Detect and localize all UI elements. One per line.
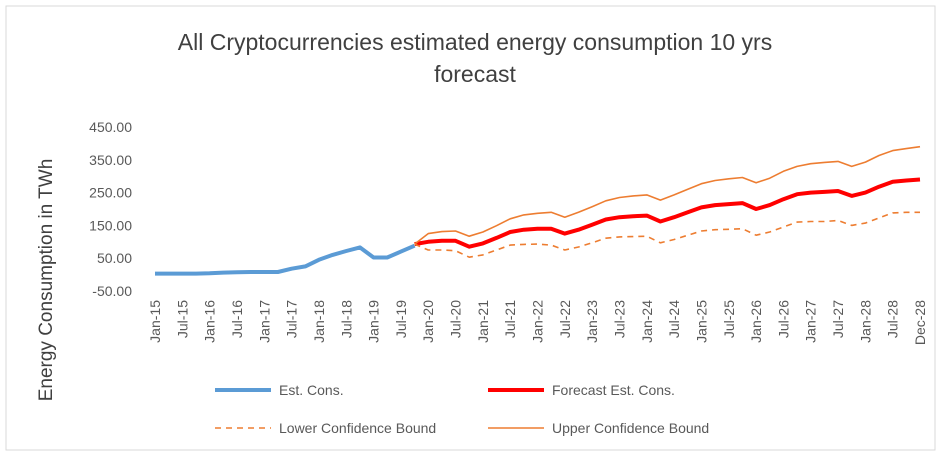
x-tick-label: Jan-24 — [639, 300, 655, 343]
x-tick-label: Jul-16 — [229, 300, 245, 338]
x-tick-label: Jul-27 — [830, 300, 846, 338]
x-tick-label: Jan-17 — [256, 300, 272, 343]
y-tick-label: -50.00 — [92, 283, 132, 299]
series-line — [414, 177, 921, 249]
y-tick-label: 50.00 — [97, 250, 132, 266]
x-tick-label: Jul-24 — [666, 300, 682, 338]
series-line — [414, 211, 920, 258]
y-tick-label: 250.00 — [89, 185, 132, 201]
chart-title: All Cryptocurrencies estimated energy co… — [178, 29, 772, 87]
y-tick-label: 350.00 — [89, 152, 132, 168]
x-tick-label: Jan-25 — [693, 300, 709, 343]
series-line — [414, 145, 921, 245]
x-tick-label: Jan-28 — [857, 300, 873, 343]
x-tick-label: Jan-21 — [475, 300, 491, 343]
x-tick-label: Jul-25 — [721, 300, 737, 338]
y-tick-label: 150.00 — [89, 217, 132, 233]
x-tick-label: Jul-21 — [502, 300, 518, 338]
legend-label: Lower Confidence Bound — [279, 420, 436, 436]
x-tick-label: Jul-15 — [174, 300, 190, 338]
x-tick-label: Jul-17 — [284, 300, 300, 338]
legend-label: Forecast Est. Cons. — [552, 382, 675, 398]
legend-label: Est. Cons. — [279, 382, 344, 398]
x-tick-label: Jan-16 — [202, 300, 218, 343]
x-tick-label: Jan-18 — [311, 300, 327, 343]
legend-label: Upper Confidence Bound — [552, 420, 709, 436]
x-tick-label: Jul-26 — [775, 300, 791, 338]
x-tick-label: Jan-23 — [584, 300, 600, 343]
y-axis-label: Energy Consumption in TWh — [36, 159, 57, 402]
x-tick-label: Jan-15 — [147, 300, 163, 343]
x-tick-label: Jul-18 — [338, 300, 354, 338]
x-tick-label: Jul-19 — [393, 300, 409, 338]
x-tick-label: Jul-22 — [557, 300, 573, 338]
series-line — [155, 243, 416, 276]
x-tick-label: Jan-20 — [420, 300, 436, 343]
x-tick-label: Jan-19 — [366, 300, 382, 343]
x-tick-label: Jan-27 — [803, 300, 819, 343]
x-tick-label: Jan-22 — [530, 300, 546, 343]
x-tick-label: Jul-20 — [448, 300, 464, 338]
x-tick-label: Jan-26 — [748, 300, 764, 343]
x-tick-label: Jul-28 — [885, 300, 901, 338]
x-tick-label: Jul-23 — [611, 300, 627, 338]
y-tick-label: 450.00 — [89, 119, 132, 135]
x-tick-label: Dec-28 — [912, 300, 928, 345]
